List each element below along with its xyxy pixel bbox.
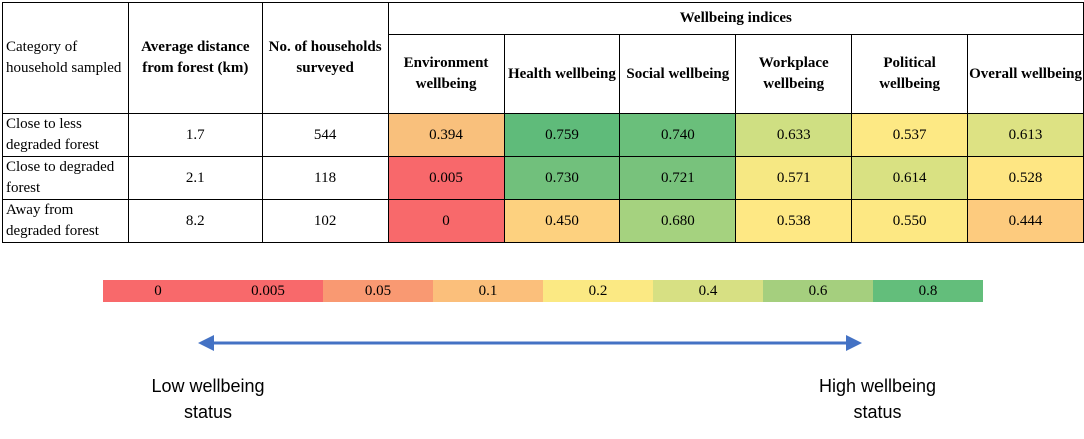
social-value: 0.740 xyxy=(619,113,737,157)
legend-swatch: 0.2 xyxy=(543,280,653,302)
environment-value: 0.394 xyxy=(387,113,505,157)
environment-value: 0.005 xyxy=(387,156,505,200)
workplace-value: 0.538 xyxy=(735,199,853,243)
social-value: 0.721 xyxy=(619,156,737,200)
overall-value: 0.444 xyxy=(967,199,1084,243)
overall-value: 0.528 xyxy=(967,156,1084,200)
header-environment-wellbeing: Environment wellbeing xyxy=(387,34,505,114)
row-distance: 1.7 xyxy=(127,113,263,157)
social-value: 0.680 xyxy=(619,199,737,243)
row-category: Close to less degraded forest xyxy=(2,113,129,157)
header-wellbeing-indices: Wellbeing indices xyxy=(387,1,1084,36)
header-health-wellbeing: Health wellbeing xyxy=(503,34,621,114)
table-row: Close to degraded forest 2.1 118 0.005 0… xyxy=(2,156,1084,200)
political-value: 0.537 xyxy=(851,113,969,157)
header-distance: Average distance from forest (km) xyxy=(127,2,263,114)
political-value: 0.550 xyxy=(851,199,969,243)
row-category: Close to degraded forest xyxy=(2,156,129,200)
table-row: Close to less degraded forest 1.7 544 0.… xyxy=(2,113,1084,157)
header-households: No. of households surveyed xyxy=(261,2,389,114)
row-distance: 2.1 xyxy=(127,156,263,200)
row-households: 544 xyxy=(261,113,389,157)
legend-swatch: 0.1 xyxy=(433,280,543,302)
header-workplace-wellbeing: Workplace wellbeing xyxy=(735,34,853,114)
color-scale-legend: 0 0.005 0.05 0.1 0.2 0.4 0.6 0.8 xyxy=(103,280,983,302)
row-households: 102 xyxy=(261,199,389,243)
environment-value: 0 xyxy=(387,199,505,243)
political-value: 0.614 xyxy=(851,156,969,200)
table-row: Away from degraded forest 8.2 102 0 0.45… xyxy=(2,199,1084,243)
health-value: 0.450 xyxy=(503,199,621,243)
high-wellbeing-label: High wellbeing status xyxy=(818,376,937,422)
header-political-wellbeing: Political wellbeing xyxy=(851,34,969,114)
workplace-value: 0.633 xyxy=(735,113,853,157)
legend-swatch: 0.005 xyxy=(213,280,323,302)
health-value: 0.730 xyxy=(503,156,621,200)
legend-swatch: 0.6 xyxy=(763,280,873,302)
legend-swatch: 0.8 xyxy=(873,280,983,302)
header-category: Category of household sampled xyxy=(2,2,129,114)
legend-swatch: 0.05 xyxy=(323,280,433,302)
overall-value: 0.613 xyxy=(967,113,1084,157)
wellbeing-table: Category of household sampled Average di… xyxy=(2,1,1084,243)
legend-swatch: 0 xyxy=(103,280,213,302)
legend-swatch: 0.4 xyxy=(653,280,763,302)
row-distance: 8.2 xyxy=(127,199,263,243)
header-overall-wellbeing: Overall wellbeing xyxy=(967,34,1084,114)
low-wellbeing-label: Low wellbeing status xyxy=(151,376,265,422)
row-category: Away from degraded forest xyxy=(2,199,129,243)
workplace-value: 0.571 xyxy=(735,156,853,200)
header-social-wellbeing: Social wellbeing xyxy=(619,34,737,114)
health-value: 0.759 xyxy=(503,113,621,157)
double-arrow-icon xyxy=(198,335,862,351)
row-households: 118 xyxy=(261,156,389,200)
